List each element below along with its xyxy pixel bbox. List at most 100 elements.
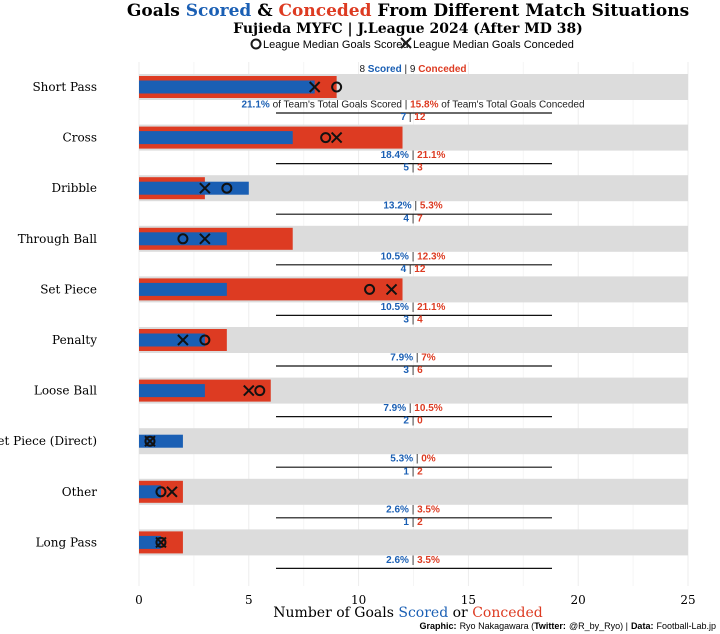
percent-separator: |: [412, 201, 420, 212]
category-label: Set Piece: [40, 282, 97, 296]
percent-scored: 21.1%: [241, 100, 269, 111]
percent-conceded: 3.5%: [417, 504, 440, 515]
scored-bar: [139, 434, 183, 448]
category-row: Penalty 3 | 4 7.9% | 7%: [52, 315, 688, 367]
count-conceded: 0: [417, 416, 423, 427]
x-tick-label: 10: [351, 593, 366, 607]
percent-label: 13.2% | 5.3%: [383, 201, 442, 212]
median-conceded-stroke: [144, 435, 156, 447]
percent-label: 10.5% | 21.1%: [381, 302, 446, 313]
percent-scored: 5.3%: [390, 454, 413, 465]
background-bar: [139, 327, 688, 353]
xlabel-conceded: Conceded: [472, 605, 543, 621]
count-separator: |: [409, 163, 417, 174]
median-conceded-stroke: [308, 81, 321, 93]
median-conceded-stroke: [385, 283, 398, 296]
percent-scored: 7.9%: [390, 353, 413, 364]
percent-scored-text: of Team's Total Goals Scored: [270, 100, 402, 111]
median-conceded-stroke: [155, 536, 167, 549]
percent-separator: |: [409, 302, 417, 313]
scored-bar: [139, 535, 161, 549]
legend-median-conceded: League Median Goals Conceded: [413, 39, 574, 51]
category-row: Cross 7 | 12 18.4% | 21.1%: [63, 112, 688, 165]
x-tick-label: 5: [245, 593, 253, 607]
count-label: 5 | 3: [403, 163, 423, 174]
category-label: Dribble: [52, 181, 98, 195]
percent-separator: |: [413, 353, 421, 364]
xlabel-part1: Number of Goals: [273, 605, 398, 621]
count-conceded: 12: [414, 112, 426, 123]
category-row: Short Pass 8 Scored | 9 Conceded 21.1% of …: [32, 64, 688, 114]
count-separator: |: [406, 112, 414, 123]
count-scored: 3: [403, 365, 409, 376]
percent-label: 18.4% | 21.1%: [381, 150, 446, 161]
percent-label: 7.9% | 7%: [390, 353, 436, 364]
median-conceded-marker: [144, 435, 156, 447]
median-scored-marker: [254, 385, 266, 397]
credit-data-label: Data:: [631, 621, 654, 631]
median-conceded-stroke: [166, 486, 178, 498]
x-axis-ticks: 0 5 10 15 20 25: [135, 593, 695, 607]
count-separator: |: [409, 517, 417, 528]
median-conceded-stroke: [330, 131, 343, 144]
background-bar: [139, 478, 688, 505]
count-conceded: 2: [417, 517, 423, 528]
count-label: 1 | 2: [403, 466, 423, 477]
category-row: Other 1 | 2 2.6% | 3.5%: [62, 466, 688, 519]
count-conceded: 9: [410, 64, 418, 75]
rows-layer: Short Pass 8 Scored | 9 Conceded 21.1% of …: [0, 64, 688, 570]
count-label: 4 | 12: [401, 264, 426, 275]
percent-scored: 10.5%: [381, 251, 409, 262]
category-row: Set Piece (Direct) 2 | 0 5.3% | 0%: [0, 416, 688, 468]
legend: League Median Goals Scored League Median…: [250, 37, 574, 51]
median-scored-marker: [144, 435, 156, 447]
category-label: Set Piece (Direct): [0, 434, 97, 448]
scored-bar: [139, 384, 205, 398]
count-separator: |: [409, 365, 417, 376]
count-label: 2 | 0: [403, 416, 423, 427]
scored-bar: [139, 282, 227, 296]
count-conceded-word: Conceded: [418, 64, 466, 75]
title-conceded: Conceded: [279, 1, 372, 21]
median-conceded-stroke: [199, 182, 211, 194]
legend-median-scored: League Median Goals Scored: [263, 39, 409, 51]
median-scored-marker: [155, 536, 167, 548]
median-scored-marker: [364, 283, 376, 295]
count-scored: 7: [401, 112, 407, 123]
x-tick-label: 25: [680, 593, 695, 607]
x-tick-label: 0: [135, 593, 143, 607]
percent-scored: 10.5%: [381, 302, 409, 313]
count-separator: |: [406, 264, 414, 275]
category-row: Loose Ball 3 | 6 7.9% | 10.5%: [34, 365, 688, 418]
count-scored: 4: [401, 264, 407, 275]
percent-label: 7.9% | 10.5%: [383, 403, 442, 414]
median-conceded-marker: [243, 384, 255, 397]
percent-separator: |: [409, 504, 417, 515]
percent-conceded: 5.3%: [420, 201, 443, 212]
percent-conceded: 10.5%: [414, 403, 442, 414]
count-scored: 8: [359, 64, 367, 75]
count-conceded: 4: [417, 315, 423, 326]
percent-label: 5.3% | 0%: [390, 454, 436, 465]
category-row: Long Pass 1 | 2 2.6% | 3.5%: [36, 517, 688, 570]
count-separator: |: [409, 315, 417, 326]
x-axis-label: Number of Goals Scored or Conceded: [273, 605, 542, 621]
percent-separator: |: [409, 555, 417, 566]
median-scored-marker: [221, 182, 233, 194]
median-conceded-marker: [155, 536, 167, 549]
percent-conceded: 12.3%: [417, 251, 445, 262]
count-separator: |: [409, 466, 417, 477]
percent-scored: 2.6%: [386, 504, 409, 515]
background-bar: [139, 428, 688, 455]
scored-bar: [139, 485, 161, 499]
category-label: Cross: [63, 131, 97, 145]
count-conceded: 3: [417, 163, 423, 174]
percent-label: 2.6% | 3.5%: [386, 555, 440, 566]
chart-subtitle: Fujieda MYFC | J.League 2024 (After MD 3…: [233, 21, 583, 37]
percent-conceded: 0%: [421, 454, 436, 465]
count-scored: 5: [403, 163, 409, 174]
count-label: 4 | 7: [403, 213, 423, 224]
median-conceded-marker: [199, 233, 211, 245]
median-conceded-stroke: [243, 384, 255, 397]
